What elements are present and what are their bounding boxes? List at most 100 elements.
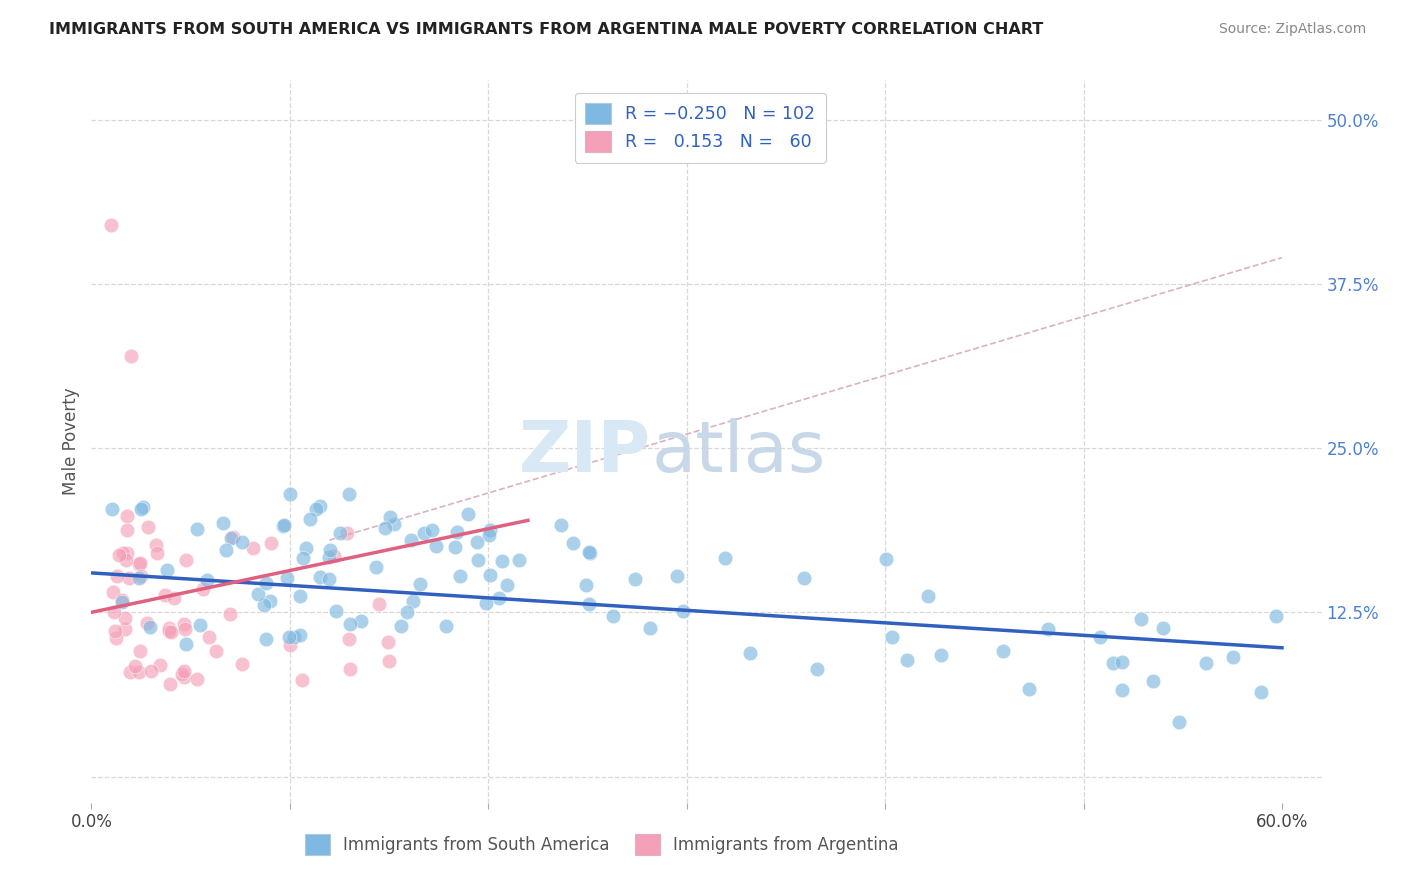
Point [475, 596, 498, 610]
Point [367, 597, 389, 611]
Point [195, 574, 218, 588]
Text: IMMIGRANTS FROM SOUTH AMERICA VS IMMIGRANTS FROM ARGENTINA MALE POVERTY CORRELAT: IMMIGRANTS FROM SOUTH AMERICA VS IMMIGRA… [49, 22, 1043, 37]
Point [124, 659, 146, 673]
Point [215, 543, 238, 558]
Point [291, 673, 314, 688]
Point [128, 571, 150, 585]
Point [159, 624, 181, 638]
Point [478, 528, 501, 542]
Y-axis label: Male Poverty: Male Poverty [62, 388, 80, 495]
Point [666, 568, 689, 582]
Point [444, 540, 467, 554]
Point [101, 585, 124, 599]
Point [212, 516, 235, 530]
Point [118, 571, 141, 585]
Point [104, 624, 127, 639]
Point [465, 534, 488, 549]
Point [318, 572, 340, 586]
Point [1168, 714, 1191, 729]
Point [917, 590, 939, 604]
Point [339, 663, 361, 677]
Point [128, 665, 150, 679]
Point [1018, 682, 1040, 697]
Point [105, 568, 128, 582]
Point [128, 557, 150, 571]
Point [446, 525, 468, 540]
Point [295, 541, 318, 555]
Point [578, 597, 600, 611]
Point [172, 666, 194, 681]
Point [148, 657, 170, 672]
Point [299, 511, 322, 525]
Point [115, 509, 138, 524]
Point [374, 521, 396, 535]
Point [1222, 649, 1244, 664]
Point [139, 665, 162, 679]
Point [176, 637, 198, 651]
Point [929, 648, 952, 662]
Point [402, 593, 425, 607]
Point [399, 533, 422, 547]
Point [114, 611, 136, 625]
Point [198, 630, 221, 644]
Point [254, 576, 277, 591]
Legend: Immigrants from South America, Immigrants from Argentina: Immigrants from South America, Immigrant… [297, 826, 907, 863]
Point [377, 635, 399, 649]
Point [117, 546, 139, 560]
Point [186, 672, 208, 686]
Point [624, 572, 647, 586]
Point [278, 639, 301, 653]
Point [231, 657, 253, 672]
Point [672, 604, 695, 618]
Point [457, 507, 479, 521]
Point [188, 618, 211, 632]
Point [222, 530, 245, 544]
Point [467, 553, 489, 567]
Point [221, 531, 243, 545]
Point [259, 593, 281, 607]
Point [550, 517, 572, 532]
Point [378, 510, 401, 524]
Point [278, 630, 301, 644]
Point [395, 605, 418, 619]
Point [488, 591, 510, 606]
Point [738, 646, 761, 660]
Point [318, 550, 340, 565]
Point [434, 619, 457, 633]
Point [508, 552, 530, 566]
Point [159, 676, 181, 690]
Point [110, 593, 132, 607]
Point [173, 616, 195, 631]
Point [101, 502, 124, 516]
Point [117, 523, 139, 537]
Point [308, 570, 330, 584]
Point [479, 568, 502, 582]
Point [145, 538, 167, 552]
Point [578, 545, 600, 559]
Point [579, 546, 602, 560]
Point [129, 501, 152, 516]
Point [449, 569, 471, 583]
Point [325, 604, 347, 618]
Point [288, 628, 311, 642]
Point [146, 546, 169, 560]
Point [115, 553, 138, 567]
Point [231, 534, 253, 549]
Point [602, 609, 624, 624]
Point [793, 571, 815, 585]
Point [288, 589, 311, 603]
Point [638, 621, 661, 635]
Point [479, 523, 502, 537]
Text: Source: ZipAtlas.com: Source: ZipAtlas.com [1219, 22, 1367, 37]
Point [309, 499, 332, 513]
Point [382, 516, 405, 531]
Point [1250, 685, 1272, 699]
Point [260, 536, 283, 550]
Point [1195, 656, 1218, 670]
Point [420, 523, 443, 537]
Point [120, 665, 142, 679]
Point [138, 520, 160, 534]
Point [305, 502, 328, 516]
Point [176, 553, 198, 567]
Point [364, 560, 387, 574]
